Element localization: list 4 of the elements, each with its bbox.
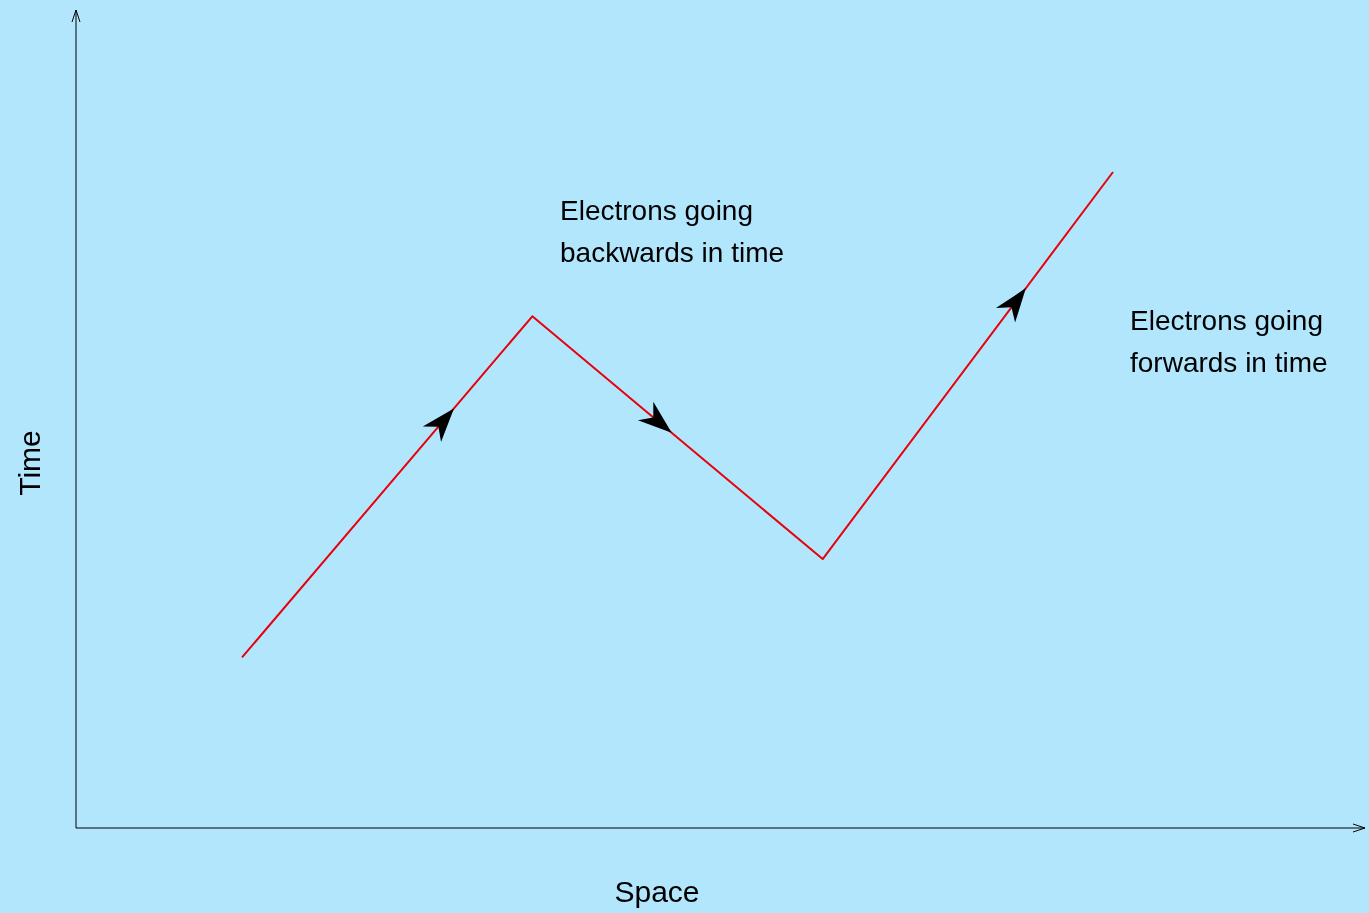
annotation: Electrons going backwards in time <box>560 195 785 268</box>
x-axis-title: Space <box>614 875 700 908</box>
y-axis-title: Time <box>13 430 46 496</box>
annotation: Electrons going forwards in time <box>1130 305 1328 378</box>
